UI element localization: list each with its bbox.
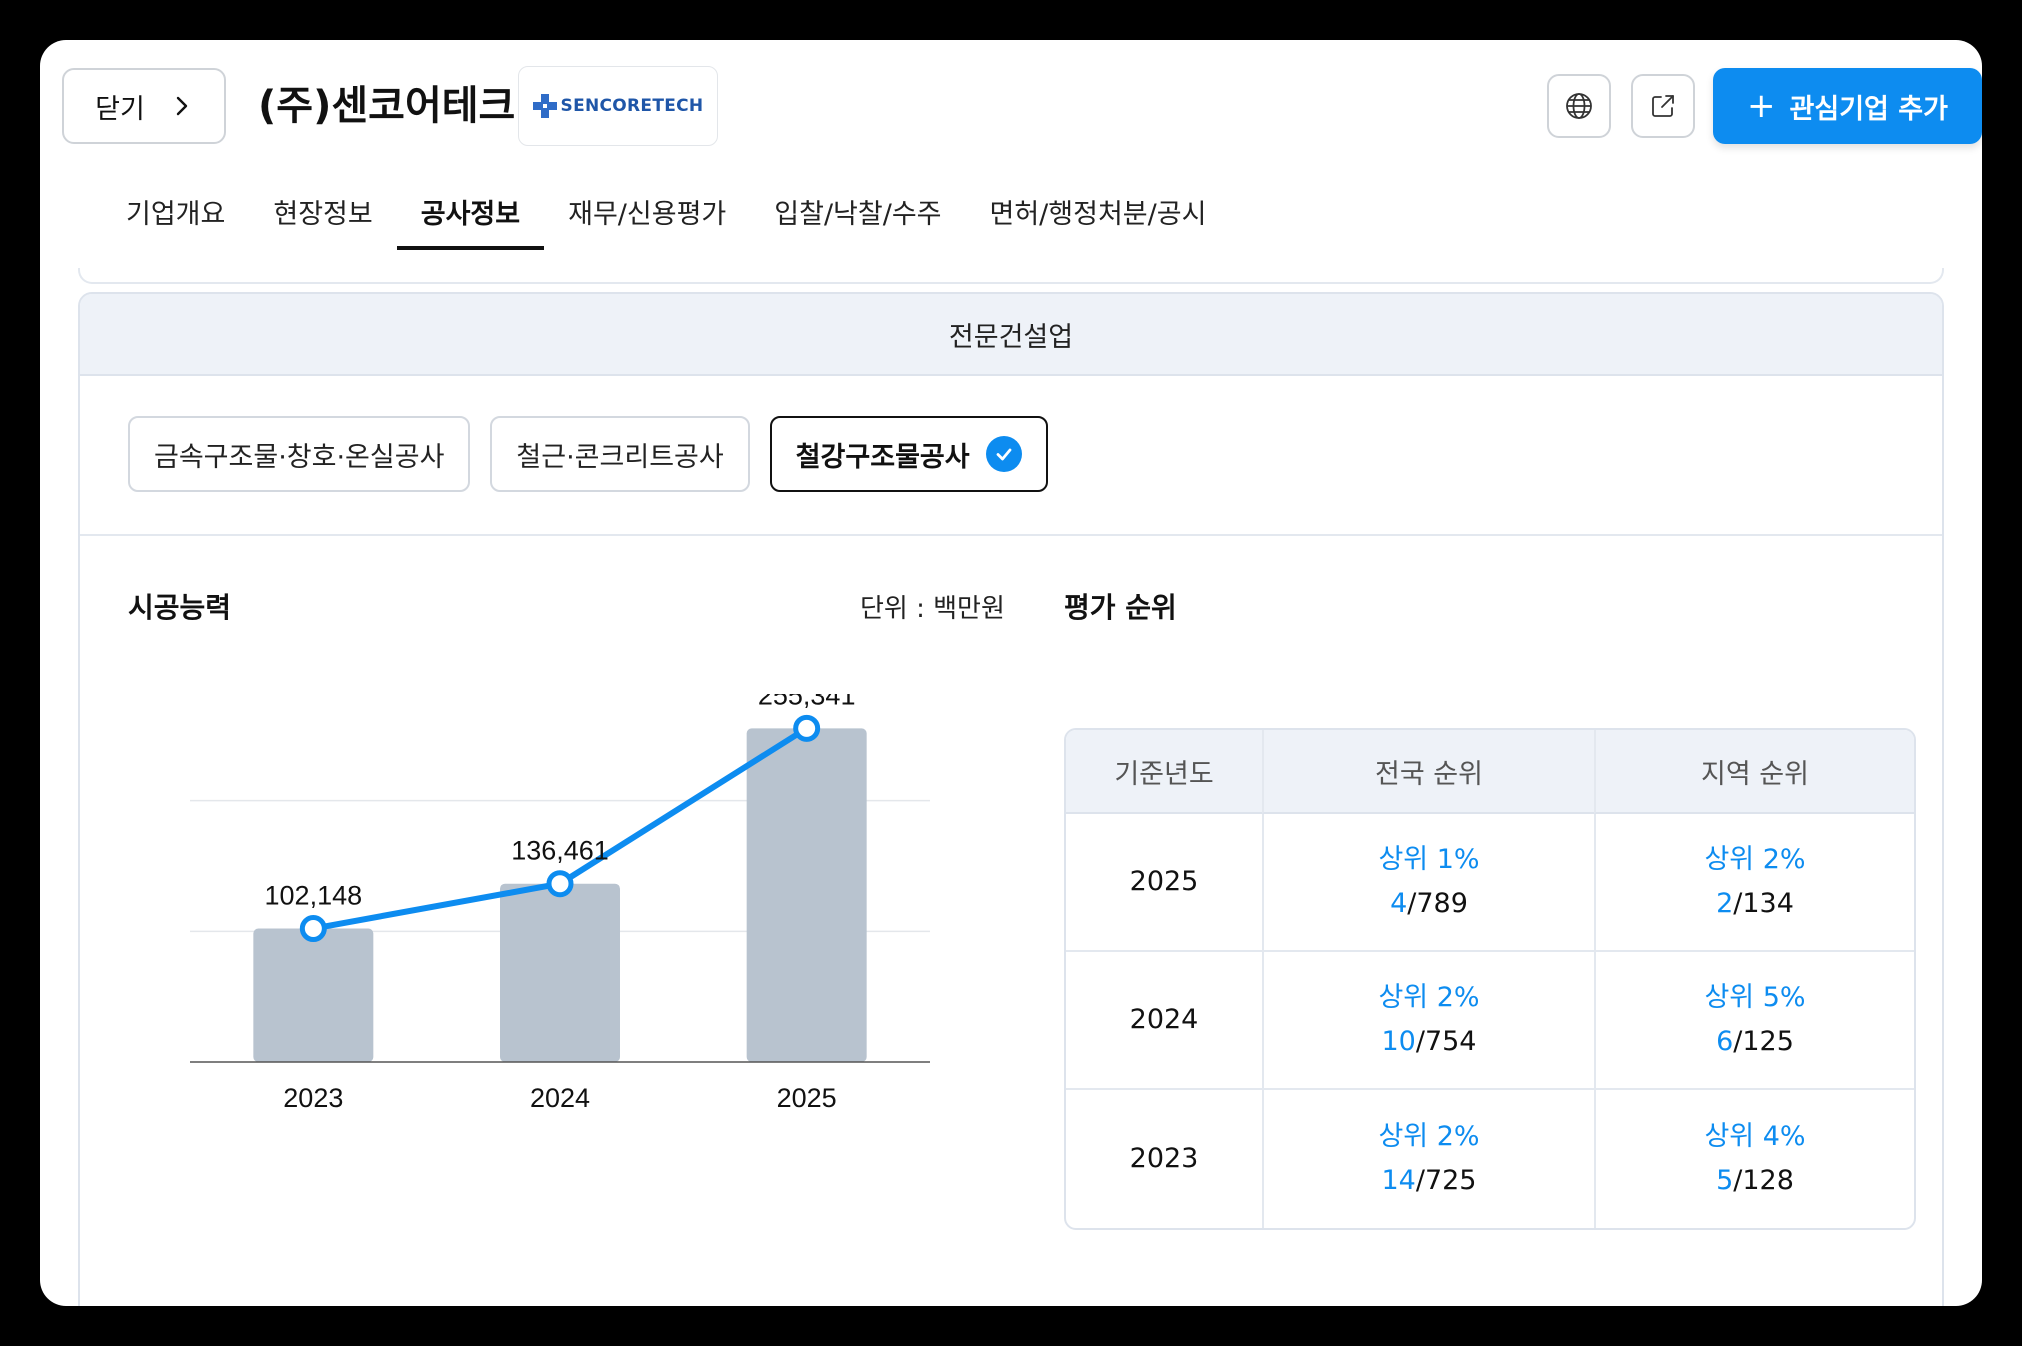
table-row: 2024 상위 2% 10/754 상위 5% 6/125 bbox=[1066, 952, 1914, 1090]
bar-2025 bbox=[746, 728, 867, 1062]
regional-rank-cell: 상위 4% 5/128 bbox=[1594, 1090, 1914, 1228]
year-cell: 2023 bbox=[1129, 1143, 1199, 1174]
x-tick-label: 2024 bbox=[530, 1083, 590, 1113]
chip-metal-structure[interactable]: 금속구조물·창호·온실공사 bbox=[128, 416, 471, 492]
x-tick-label: 2023 bbox=[283, 1083, 343, 1113]
national-total: 725 bbox=[1424, 1165, 1477, 1196]
column-header-national: 전국 순위 bbox=[1262, 730, 1594, 814]
regional-rank: 2 bbox=[1716, 888, 1734, 919]
close-button[interactable]: 닫기 bbox=[62, 68, 226, 144]
close-label: 닫기 bbox=[95, 93, 145, 125]
bar-2023 bbox=[253, 928, 374, 1062]
app-screen: 닫기 (주)센코어테크 SENCORETECH bbox=[40, 40, 1982, 1306]
tab-construction-info[interactable]: 공사정보 bbox=[396, 190, 545, 250]
column-header-year: 기준년도 bbox=[1066, 730, 1262, 814]
national-rank-cell: 상위 1% 4/789 bbox=[1262, 814, 1594, 952]
add-favorite-label: 관심기업 추가 bbox=[1789, 93, 1948, 125]
unit-label: 단위 : 백만원 bbox=[860, 594, 1005, 624]
regional-percentile: 상위 2% bbox=[1704, 844, 1806, 875]
website-button[interactable] bbox=[1547, 74, 1611, 138]
construction-type-card: 전문건설업 금속구조물·창호·온실공사 철근·콘크리트공사 철강구조물공사 시공… bbox=[78, 292, 1944, 1306]
chip-rebar-concrete[interactable]: 철근·콘크리트공사 bbox=[490, 416, 750, 492]
data-label: 136,461 bbox=[511, 836, 609, 866]
column-header-regional: 지역 순위 bbox=[1594, 730, 1914, 814]
tab-bar: 기업개요 현장정보 공사정보 재무/신용평가 입찰/낙찰/수주 면허/행정처분/… bbox=[102, 190, 1230, 250]
tab-bidding[interactable]: 입찰/낙찰/수주 bbox=[774, 199, 942, 230]
tab-finance-credit[interactable]: 재무/신용평가 bbox=[568, 199, 727, 230]
add-favorite-company-button[interactable]: + 관심기업 추가 bbox=[1713, 68, 1982, 144]
national-total: 789 bbox=[1416, 888, 1468, 919]
chip-label: 철강구조물공사 bbox=[795, 441, 970, 473]
plus-icon: + bbox=[1747, 86, 1776, 126]
globe-icon bbox=[1566, 93, 1592, 119]
capacity-chart: 2023 2024 2025 102,148 136,461 255,341 bbox=[190, 694, 930, 1113]
ranking-header-row: 기준년도 전국 순위 지역 순위 bbox=[1066, 730, 1914, 814]
ranking-table: 기준년도 전국 순위 지역 순위 2025 상위 1% 4/789 상위 2% bbox=[1064, 728, 1916, 1230]
national-rank: 14 bbox=[1381, 1165, 1416, 1196]
tab-license-disclosure[interactable]: 면허/행정처분/공시 bbox=[989, 199, 1207, 230]
tab-company-overview[interactable]: 기업개요 bbox=[126, 199, 226, 230]
capacity-title: 시공능력 bbox=[128, 591, 232, 624]
regional-rank-cell: 상위 2% 2/134 bbox=[1594, 814, 1914, 952]
check-circle-icon bbox=[985, 436, 1022, 472]
data-point bbox=[546, 870, 574, 898]
national-rank: 10 bbox=[1381, 1026, 1416, 1057]
regional-total: 128 bbox=[1742, 1165, 1794, 1196]
regional-percentile: 상위 5% bbox=[1704, 982, 1806, 1013]
card-header: 전문건설업 bbox=[80, 294, 1942, 376]
external-link-icon bbox=[1652, 95, 1674, 117]
work-type-chips: 금속구조물·창호·온실공사 철근·콘크리트공사 철강구조물공사 bbox=[128, 416, 1048, 492]
company-name: (주)센코어테크 bbox=[258, 83, 516, 129]
data-label: 255,341 bbox=[758, 694, 856, 710]
data-point bbox=[299, 915, 327, 943]
card-header-title: 전문건설업 bbox=[948, 321, 1074, 353]
section-divider bbox=[80, 534, 1942, 536]
national-percentile: 상위 2% bbox=[1378, 982, 1480, 1013]
logo-mark-icon bbox=[532, 94, 557, 118]
ranking-title: 평가 순위 bbox=[1064, 591, 1177, 624]
national-rank-cell: 상위 2% 14/725 bbox=[1262, 1090, 1594, 1228]
chip-steel-structure[interactable]: 철강구조물공사 bbox=[769, 416, 1048, 492]
year-cell: 2024 bbox=[1066, 952, 1262, 1090]
table-row: 2025 상위 1% 4/789 상위 2% 2/134 bbox=[1066, 814, 1914, 952]
national-rank-cell: 상위 2% 10/754 bbox=[1262, 952, 1594, 1090]
chevron-right-icon bbox=[176, 96, 188, 116]
year-cell: 2025 bbox=[1066, 814, 1262, 952]
bar-2024 bbox=[500, 883, 620, 1062]
regional-rank: 6 bbox=[1716, 1026, 1734, 1057]
regional-rank-cell: 상위 5% 6/125 bbox=[1594, 952, 1914, 1090]
regional-total: 134 bbox=[1742, 888, 1794, 919]
regional-rank: 5 bbox=[1716, 1165, 1734, 1196]
national-percentile: 상위 2% bbox=[1378, 1121, 1480, 1152]
data-point bbox=[793, 714, 821, 742]
data-label: 102,148 bbox=[265, 881, 363, 911]
table-row: 2023 상위 2% 14/725 상위 4% 5/128 bbox=[1066, 1090, 1914, 1228]
previous-card-edge bbox=[78, 268, 1944, 284]
regional-percentile: 상위 4% bbox=[1704, 1121, 1806, 1152]
national-rank: 4 bbox=[1390, 888, 1408, 919]
company-logo: SENCORETECH bbox=[518, 66, 718, 146]
x-tick-label: 2025 bbox=[777, 1083, 837, 1113]
tab-site-info[interactable]: 현장정보 bbox=[273, 199, 373, 230]
national-percentile: 상위 1% bbox=[1378, 844, 1480, 875]
share-button[interactable] bbox=[1631, 74, 1695, 138]
logo-text: SENCORETECH bbox=[560, 96, 704, 116]
chip-label: 철근·콘크리트공사 bbox=[516, 441, 724, 473]
chip-label: 금속구조물·창호·온실공사 bbox=[154, 441, 445, 473]
regional-total: 125 bbox=[1742, 1026, 1794, 1057]
national-total: 754 bbox=[1424, 1026, 1477, 1057]
